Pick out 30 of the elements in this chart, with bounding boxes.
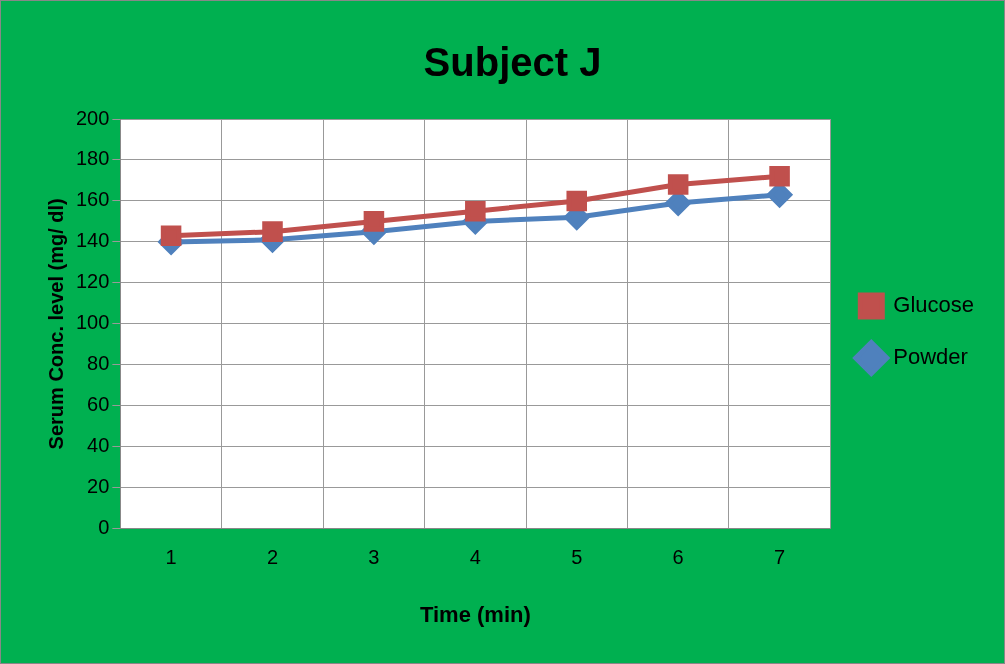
y-tick-label: 40 (87, 434, 110, 457)
y-tick-label: 20 (87, 475, 110, 498)
x-tick-label: 1 (165, 546, 177, 569)
x-tick-label: 4 (469, 546, 481, 569)
legend-label: Glucose (893, 292, 975, 318)
y-tick-label: 0 (98, 516, 110, 539)
y-tick-label: 180 (75, 147, 110, 170)
legend-label: Powder (893, 344, 968, 370)
y-tick-label: 80 (87, 352, 110, 375)
x-tick-label: 2 (266, 546, 279, 569)
y-tick-label: 140 (75, 229, 110, 252)
x-tick-label: 3 (368, 546, 380, 569)
point (465, 200, 486, 222)
point (160, 225, 182, 247)
chart-title: Subject J (423, 40, 602, 85)
point (667, 174, 689, 195)
x-axis-title: Time (min) (419, 601, 531, 627)
y-tick-label: 120 (75, 270, 110, 293)
point (363, 211, 385, 232)
y-axis-title: Serum Conc. level (mg/ dl) (44, 198, 67, 450)
y-tick-label: 100 (75, 311, 110, 334)
point (566, 190, 588, 212)
point (769, 166, 790, 187)
x-tick-label: 7 (774, 546, 786, 569)
y-tick-label: 60 (87, 393, 110, 416)
y-tick-label: 200 (75, 106, 110, 129)
x-tick-label: 6 (672, 546, 684, 569)
x-tick-label: 5 (571, 546, 583, 569)
y-tick-label: 160 (75, 188, 110, 211)
point (262, 221, 283, 242)
